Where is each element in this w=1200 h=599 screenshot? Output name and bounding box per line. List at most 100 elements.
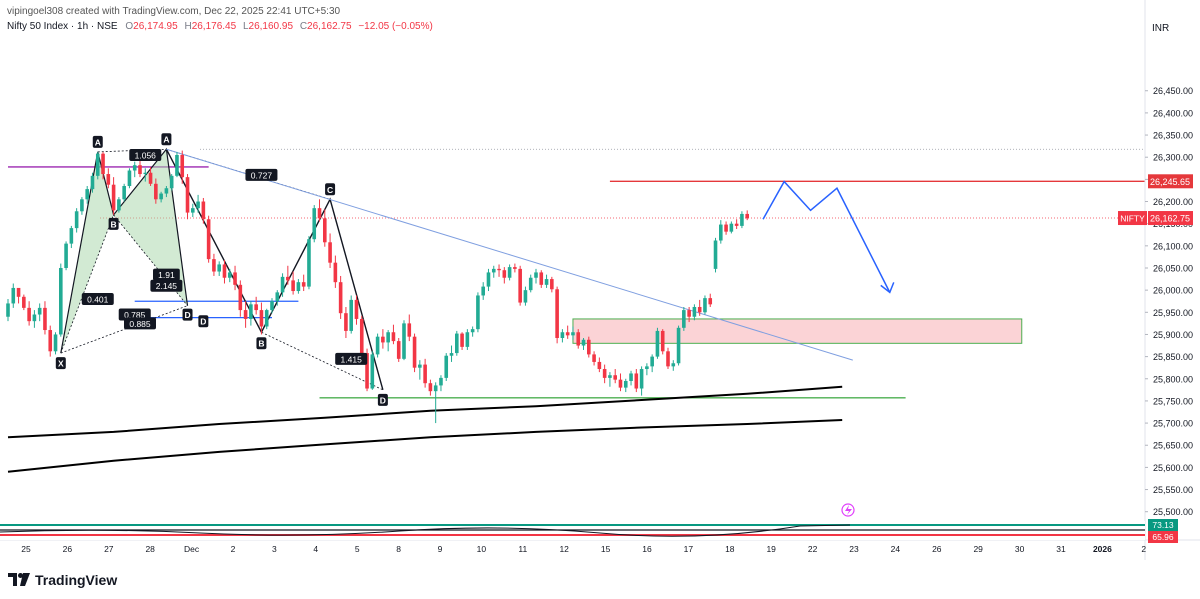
- rsi-tag-1[interactable]: [1148, 519, 1178, 531]
- candle[interactable]: [687, 306, 691, 323]
- candle[interactable]: [264, 308, 269, 330]
- candle[interactable]: [470, 326, 475, 337]
- candle[interactable]: [544, 274, 549, 288]
- candle[interactable]: [650, 354, 654, 373]
- pattern-point-marker[interactable]: [182, 308, 193, 321]
- candle[interactable]: [576, 329, 581, 349]
- candle[interactable]: [444, 353, 449, 381]
- candle[interactable]: [708, 293, 713, 307]
- fib-ratio-box[interactable]: [81, 293, 114, 306]
- candle[interactable]: [16, 287, 21, 304]
- candle[interactable]: [375, 333, 380, 358]
- candle[interactable]: [154, 178, 158, 204]
- candle[interactable]: [507, 264, 512, 281]
- candle[interactable]: [502, 267, 507, 284]
- fib-ratio-box[interactable]: [153, 268, 180, 281]
- candle[interactable]: [518, 265, 522, 306]
- candle[interactable]: [734, 219, 739, 229]
- candle[interactable]: [713, 237, 718, 273]
- candle[interactable]: [724, 221, 728, 235]
- candle[interactable]: [243, 301, 248, 328]
- candle[interactable]: [534, 268, 538, 284]
- candle[interactable]: [80, 197, 84, 215]
- candle[interactable]: [296, 279, 301, 294]
- candle[interactable]: [106, 168, 111, 189]
- candle[interactable]: [132, 161, 137, 178]
- pattern-point-marker[interactable]: [377, 393, 388, 406]
- rsi-tag-2[interactable]: [1148, 531, 1178, 543]
- candle[interactable]: [122, 183, 126, 202]
- candle[interactable]: [206, 215, 211, 263]
- candle[interactable]: [349, 295, 353, 334]
- pattern-point-marker[interactable]: [161, 133, 172, 146]
- candle[interactable]: [729, 221, 734, 234]
- candle[interactable]: [412, 333, 417, 373]
- candle[interactable]: [565, 325, 570, 339]
- projection-path[interactable]: [762, 180, 891, 293]
- pattern-point-marker[interactable]: [198, 315, 209, 328]
- candle[interactable]: [233, 265, 237, 291]
- candle[interactable]: [449, 345, 454, 362]
- moving-average-line-1[interactable]: [7, 385, 843, 439]
- candle[interactable]: [64, 241, 68, 271]
- candle[interactable]: [301, 274, 306, 292]
- candle[interactable]: [539, 270, 544, 288]
- candle[interactable]: [59, 263, 63, 337]
- candle[interactable]: [217, 261, 221, 276]
- candle[interactable]: [249, 301, 253, 326]
- candle[interactable]: [523, 286, 528, 306]
- candle[interactable]: [602, 364, 607, 384]
- candle[interactable]: [666, 347, 670, 370]
- candle[interactable]: [6, 299, 10, 322]
- candle[interactable]: [381, 329, 385, 349]
- candle[interactable]: [439, 375, 443, 392]
- candle[interactable]: [359, 315, 364, 358]
- candle[interactable]: [69, 225, 74, 249]
- candle[interactable]: [396, 338, 401, 362]
- candle[interactable]: [639, 366, 644, 396]
- candle[interactable]: [143, 168, 148, 182]
- candle[interactable]: [275, 290, 280, 306]
- candle[interactable]: [660, 329, 665, 355]
- candle[interactable]: [592, 351, 596, 366]
- candle[interactable]: [22, 294, 26, 311]
- candle[interactable]: [185, 174, 190, 220]
- candle[interactable]: [85, 186, 89, 204]
- brand-logo[interactable]: TradingView: [8, 570, 117, 590]
- fib-ratio-box[interactable]: [150, 279, 183, 292]
- candle[interactable]: [460, 332, 464, 350]
- candle[interactable]: [618, 373, 623, 392]
- candle[interactable]: [164, 186, 169, 198]
- symbol-title[interactable]: Nifty 50 Index · 1h · NSE: [7, 21, 118, 32]
- candle[interactable]: [465, 329, 470, 350]
- harmonic-2-legs[interactable]: [165, 148, 384, 391]
- candle[interactable]: [629, 370, 633, 386]
- currency-label[interactable]: INR: [1152, 23, 1170, 34]
- candle[interactable]: [317, 199, 322, 222]
- candle[interactable]: [581, 338, 586, 350]
- candle[interactable]: [259, 302, 264, 335]
- candle[interactable]: [692, 304, 697, 321]
- candle[interactable]: [682, 306, 686, 331]
- candle[interactable]: [196, 194, 200, 213]
- candle[interactable]: [634, 369, 639, 393]
- candle[interactable]: [53, 332, 58, 355]
- candle[interactable]: [101, 151, 105, 180]
- candle[interactable]: [212, 253, 216, 276]
- candle[interactable]: [32, 310, 37, 328]
- last-price-tag[interactable]: [1148, 211, 1193, 226]
- candle[interactable]: [127, 168, 132, 189]
- candle[interactable]: [407, 314, 412, 342]
- candle[interactable]: [43, 301, 47, 335]
- candle[interactable]: [423, 358, 427, 388]
- fib-ratio-box[interactable]: [245, 168, 278, 181]
- candle[interactable]: [370, 351, 375, 390]
- candle[interactable]: [486, 268, 491, 292]
- fib-ratio-box[interactable]: [335, 352, 368, 365]
- candle[interactable]: [608, 372, 612, 387]
- candle[interactable]: [111, 177, 116, 215]
- candle[interactable]: [201, 197, 206, 224]
- pattern-point-marker[interactable]: [325, 183, 336, 196]
- candle[interactable]: [74, 208, 79, 233]
